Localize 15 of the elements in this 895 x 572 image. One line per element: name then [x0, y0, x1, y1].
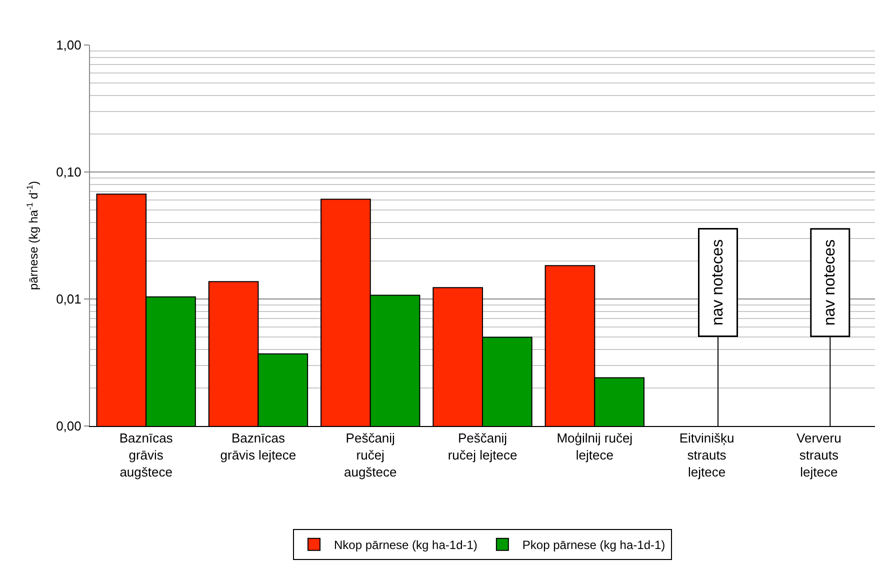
x-tick-label: Peščanij ručej augštece — [344, 430, 397, 480]
annotation: nav noteces — [710, 239, 726, 326]
y-tick-label: 0,01 — [56, 292, 82, 307]
x-tick-label: Eitvinišķu strauts lejtece — [679, 430, 734, 480]
x-tick-label: Ververu strauts lejtece — [796, 430, 842, 480]
x-tick-label: Peščanij ručej lejtece — [448, 430, 518, 462]
y-tick-label: 0,10 — [56, 164, 82, 180]
x-tick-label: Baznīcas grāvis augštece — [119, 430, 174, 480]
x-tick-label: Moģilnij ručej lejtece — [556, 430, 633, 462]
x-tick-label: Baznīcas grāvis lejtece — [220, 430, 296, 462]
legend-label: Pkop pārnese (kg ha-1d-1) — [522, 538, 666, 552]
y-tick-label: 0,00 — [56, 418, 82, 434]
annotation: nav noteces — [822, 239, 839, 326]
legend-label: Nkop pārnese (kg ha-1d-1) — [334, 538, 478, 552]
y-tick-label: 1,00 — [56, 38, 82, 53]
